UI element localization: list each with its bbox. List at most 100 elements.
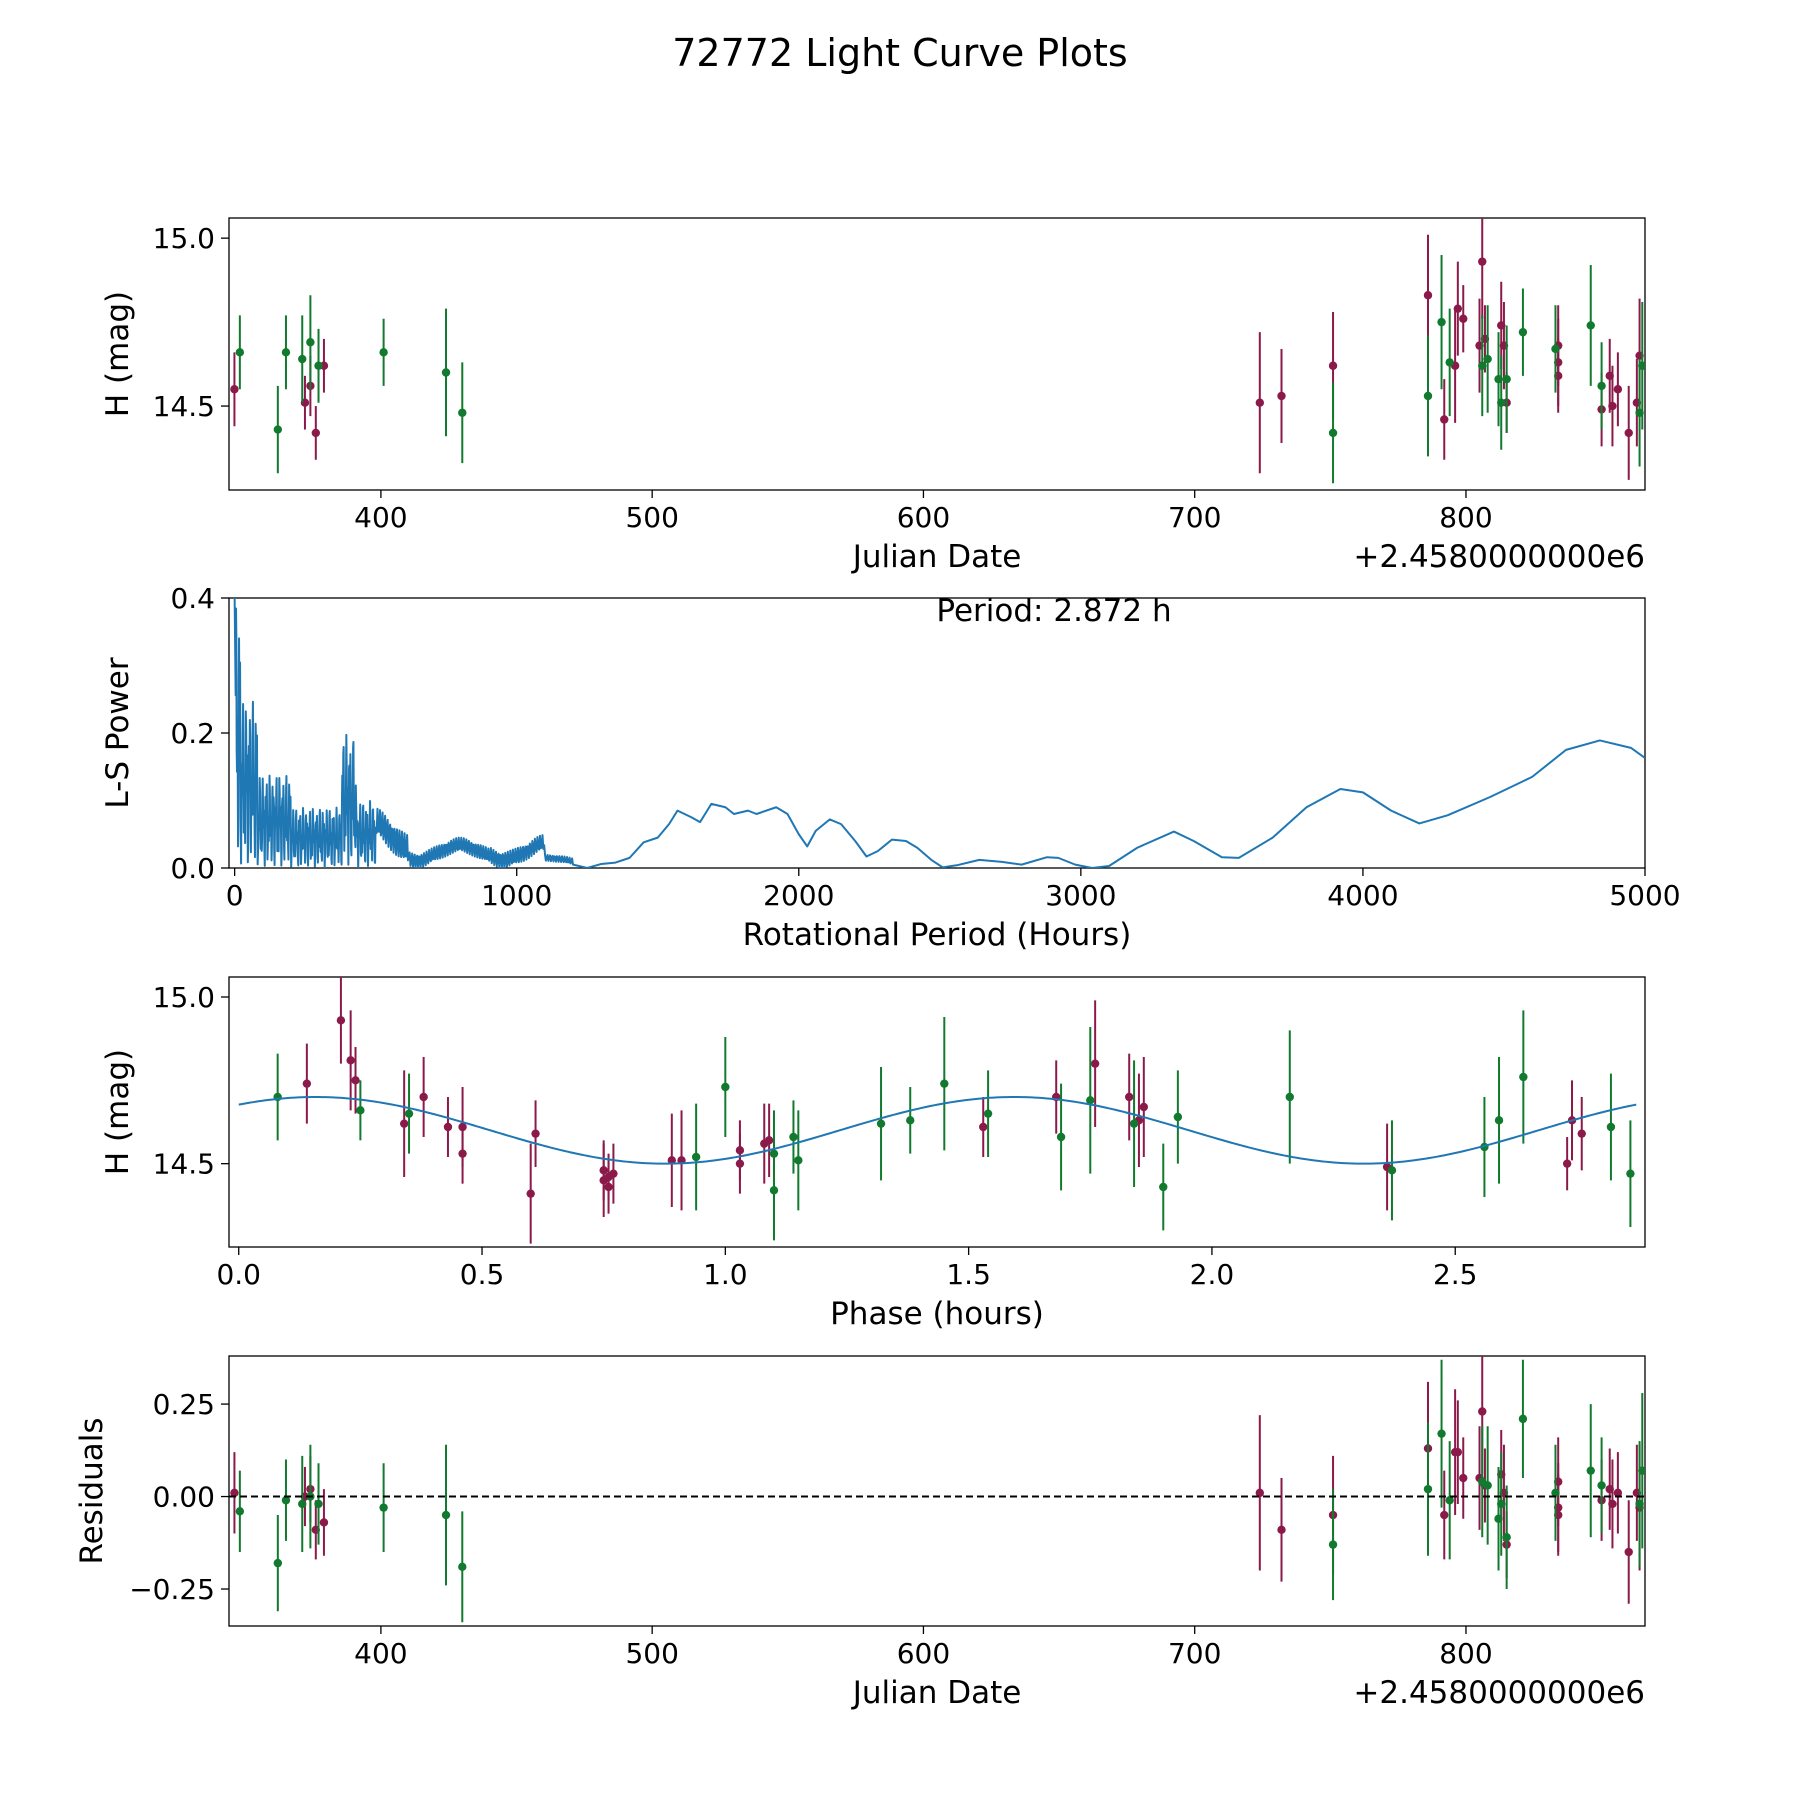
data-point	[764, 1136, 774, 1145]
x-axis-label: Phase (hours)	[830, 1296, 1044, 1332]
data-point	[458, 1562, 467, 1572]
y-tick-label: 14.5	[153, 1148, 215, 1181]
data-point	[789, 1132, 798, 1142]
plot-frame	[228, 597, 1646, 869]
x-tick-label: 600	[897, 1637, 950, 1670]
data-point	[1613, 385, 1623, 394]
data-point	[379, 1503, 388, 1512]
data-point	[1519, 1072, 1528, 1082]
x-tick-label: 1000	[481, 879, 552, 912]
data-point	[1173, 1112, 1183, 1122]
x-tick-label: 2.5	[1433, 1258, 1478, 1291]
data-point	[273, 1558, 283, 1568]
data-point	[1423, 391, 1433, 401]
figure-title: 72772 Light Curve Plots	[672, 31, 1127, 75]
data-point	[940, 1079, 949, 1088]
data-point	[1624, 1547, 1633, 1557]
residuals-panel: 400 500 600 700 800 −0.25 0.00 0.25 Julian Date R…	[74, 1355, 1646, 1711]
data-point	[1551, 344, 1560, 354]
data-point	[1328, 361, 1338, 370]
data-point	[1125, 1092, 1134, 1102]
data-point	[379, 348, 388, 357]
data-point	[1613, 1488, 1623, 1498]
data-point	[1494, 1116, 1504, 1125]
data-point	[443, 1122, 453, 1132]
x-axis-label: Julian Date	[851, 539, 1022, 575]
data-point	[1445, 1496, 1454, 1505]
data-point	[1328, 428, 1338, 438]
data-point	[1478, 257, 1487, 266]
data-point	[441, 1510, 451, 1520]
phased-panel: 0.0 0.5 1.0 1.5 2.0 2.5 14.5 15.0 Phase (hours) H…	[100, 976, 1646, 1332]
y-axis-label: L-S Power	[100, 657, 136, 808]
data-point	[1440, 1510, 1449, 1520]
data-point	[1586, 1466, 1595, 1475]
x-axis-label: Julian Date	[851, 1675, 1022, 1711]
data-point	[1440, 415, 1449, 424]
data-point	[273, 425, 283, 434]
data-point	[311, 428, 321, 438]
data-point	[1518, 1414, 1528, 1424]
y-axis-label: H (mag)	[100, 1049, 136, 1175]
data-point	[235, 1507, 245, 1516]
data-point	[1586, 321, 1595, 330]
data-point	[1626, 1169, 1635, 1178]
data-point	[404, 1109, 414, 1118]
x-tick-label: 800	[1439, 1637, 1492, 1670]
data-point	[319, 1518, 329, 1527]
data-point	[314, 1499, 323, 1509]
data-point	[1437, 1429, 1446, 1438]
data-point	[769, 1149, 779, 1158]
data-point	[609, 1169, 618, 1178]
y-tick-label: 14.5	[153, 390, 215, 423]
x-axis-label: Rotational Period (Hours)	[743, 917, 1132, 953]
x-tick-label: 800	[1439, 501, 1492, 534]
data-point	[1624, 428, 1633, 438]
lightcurve-panel: 400 500 600 700 800 14.5 15.0 Julian Date H (mag…	[100, 217, 1646, 575]
data-point	[314, 361, 323, 370]
x-tick-label: 0	[226, 879, 244, 912]
data-point	[1423, 1484, 1433, 1494]
data-point	[1255, 1488, 1265, 1498]
data-point	[1459, 1473, 1468, 1483]
y-tick-label: −0.25	[129, 1573, 215, 1606]
x-tick-label: 5000	[1609, 879, 1680, 912]
data-point	[1387, 1166, 1397, 1175]
data-point	[1483, 1481, 1492, 1490]
x-tick-label: 700	[1168, 501, 1221, 534]
data-point	[604, 1182, 613, 1192]
data-point	[336, 1016, 346, 1025]
x-tick-label: 400	[354, 501, 407, 534]
y-tick-label: 0.00	[153, 1481, 215, 1514]
data-point	[1255, 398, 1265, 407]
x-tick-label: 3000	[1045, 879, 1116, 912]
data-point	[1562, 1159, 1572, 1168]
data-point	[667, 1156, 677, 1165]
plot-frame	[228, 217, 1646, 491]
data-point	[691, 1152, 701, 1162]
fit-curve	[238, 1095, 1637, 1165]
data-point	[1437, 317, 1446, 327]
data-point	[1056, 1132, 1066, 1142]
data-point	[735, 1146, 745, 1155]
data-point	[1129, 1119, 1139, 1128]
data-point	[1453, 304, 1463, 313]
x-tick-label: 2000	[763, 879, 834, 912]
data-point	[298, 1499, 307, 1509]
x-tick-label: 1.0	[703, 1258, 748, 1291]
data-point	[1478, 1407, 1487, 1416]
periodogram-line	[233, 598, 1645, 868]
data-point	[1497, 398, 1506, 407]
data-point	[351, 1076, 360, 1085]
y-tick-label: 15.0	[153, 222, 215, 255]
data-point	[1423, 291, 1433, 300]
periodogram-annotation: Period: 2.872 h	[936, 593, 1171, 629]
data-point	[1459, 314, 1468, 323]
data-point	[979, 1122, 988, 1132]
y-tick-label: 0.4	[170, 582, 215, 615]
data-point	[1453, 1447, 1463, 1457]
x-tick-label: 2.0	[1190, 1258, 1235, 1291]
data-point	[1577, 1129, 1586, 1138]
data-point	[1328, 1540, 1338, 1549]
x-tick-label: 0.0	[216, 1258, 261, 1291]
